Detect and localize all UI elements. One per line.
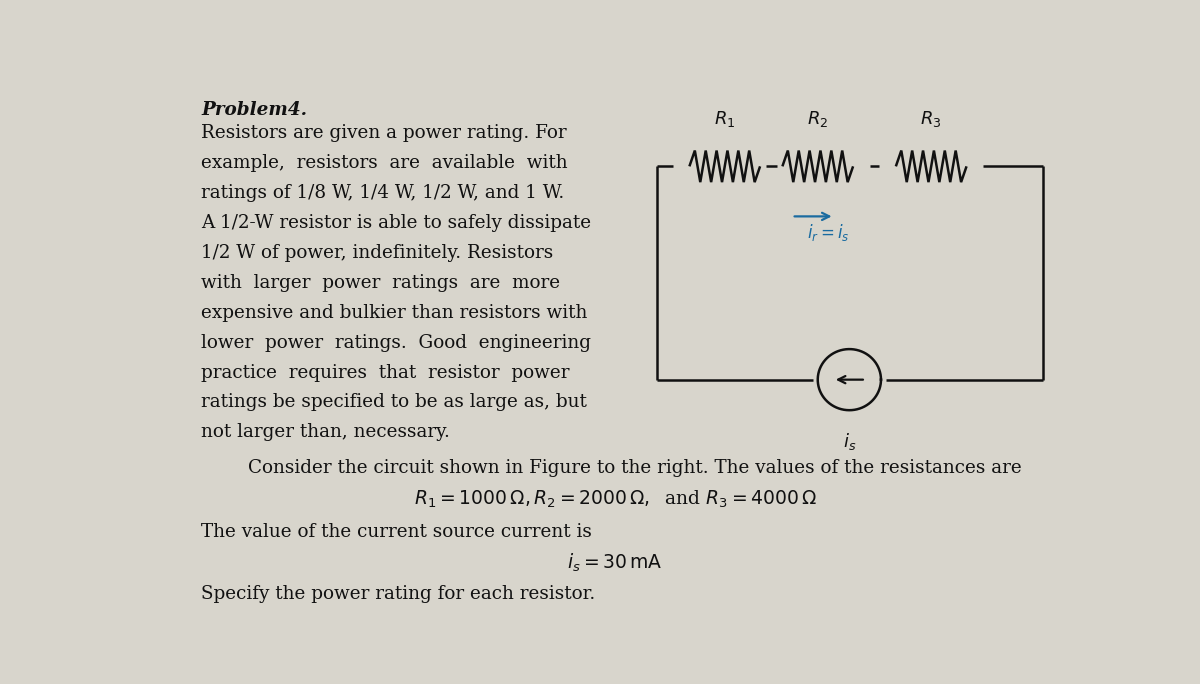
Text: $R_1 =1000\,\Omega, R_2 = 2000\,\Omega,\;$ and $R_3 = 4000\,\Omega$: $R_1 =1000\,\Omega, R_2 = 2000\,\Omega,\…: [414, 488, 816, 510]
Text: example,  resistors  are  available  with: example, resistors are available with: [202, 154, 568, 172]
Text: lower  power  ratings.  Good  engineering: lower power ratings. Good engineering: [202, 334, 592, 352]
Text: not larger than, necessary.: not larger than, necessary.: [202, 423, 450, 441]
Text: The value of the current source current is: The value of the current source current …: [202, 523, 592, 542]
Text: $i_s = 30\,\mathrm{mA}$: $i_s = 30\,\mathrm{mA}$: [568, 552, 662, 574]
Text: Problem4.: Problem4.: [202, 101, 307, 118]
Text: A 1/2-W resistor is able to safely dissipate: A 1/2-W resistor is able to safely dissi…: [202, 214, 592, 232]
Text: Resistors are given a power rating. For: Resistors are given a power rating. For: [202, 124, 566, 142]
Text: with  larger  power  ratings  are  more: with larger power ratings are more: [202, 274, 560, 292]
Text: practice  requires  that  resistor  power: practice requires that resistor power: [202, 363, 570, 382]
Text: $i_r = i_s$: $i_r = i_s$: [806, 222, 850, 243]
Text: 1/2 W of power, indefinitely. Resistors: 1/2 W of power, indefinitely. Resistors: [202, 244, 553, 262]
Text: Consider the circuit shown in Figure to the right. The values of the resistances: Consider the circuit shown in Figure to …: [202, 459, 1022, 477]
Text: expensive and bulkier than resistors with: expensive and bulkier than resistors wit…: [202, 304, 588, 321]
Text: ratings be specified to be as large as, but: ratings be specified to be as large as, …: [202, 393, 587, 412]
Text: $R_1$: $R_1$: [714, 109, 736, 129]
Text: $i_s$: $i_s$: [842, 432, 856, 452]
Text: $R_2$: $R_2$: [808, 109, 828, 129]
Text: $R_3$: $R_3$: [920, 109, 942, 129]
Text: ratings of 1/8 W, 1/4 W, 1/2 W, and 1 W.: ratings of 1/8 W, 1/4 W, 1/2 W, and 1 W.: [202, 184, 564, 202]
Text: Specify the power rating for each resistor.: Specify the power rating for each resist…: [202, 585, 595, 603]
